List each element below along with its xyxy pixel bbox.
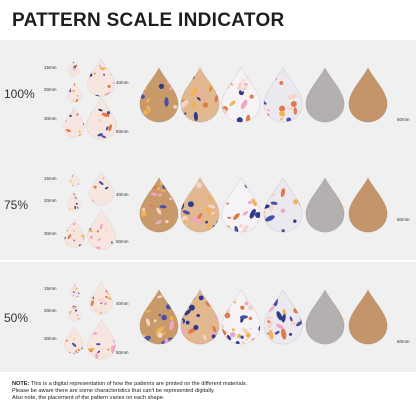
size-label-30mm: 30mm [44,116,57,121]
teardrop-size-sample [86,208,116,249]
teardrop-size-sample [68,171,80,187]
teardrop-material-sample [180,289,220,345]
teardrop-material-sample [305,177,345,233]
size-label-20mm: 20mm [44,198,57,203]
size-label-60mm: 60mm [397,117,410,122]
size-label-50mm: 50mm [116,129,129,134]
note-bold: NOTE: [12,381,30,387]
size-label-50mm: 50mm [116,239,129,244]
teardrop-material-sample [263,177,303,233]
teardrop-material-sample [139,177,179,233]
teardrop-size-sample [85,96,117,140]
footer-note: NOTE: This is a digital representation o… [12,381,407,403]
teardrop-material-sample [263,289,303,345]
size-label-20mm: 20mm [44,308,57,313]
size-label-30mm: 30mm [44,231,57,236]
size-label-50mm: 50mm [116,350,129,355]
teardrop-material-sample [348,67,388,123]
teardrop-size-sample [63,218,85,248]
note-line-2: Please be aware there are some character… [12,388,215,395]
teardrop-material-sample [221,289,261,345]
teardrop-size-sample [87,57,115,97]
size-label-15mm: 15mm [44,286,57,291]
teardrop-material-sample [263,67,303,123]
teardrop-material-sample [139,67,179,123]
note-line-3: Also note, the placement of the pattern … [12,395,165,402]
teardrop-size-sample [68,282,80,298]
teardrop-size-sample [67,192,81,212]
teardrop-material-sample [221,177,261,233]
teardrop-size-sample [63,106,85,138]
scale-label: 50% [4,311,29,325]
teardrop-material-sample [180,177,220,233]
size-label-40mm: 40mm [116,192,129,197]
teardrop-material-sample [305,67,345,123]
size-label-40mm: 40mm [116,80,129,85]
teardrop-size-sample [89,281,113,315]
teardrop-size-sample [66,81,82,103]
teardrop-size-sample [88,170,114,206]
teardrop-size-sample [86,318,116,359]
teardrop-material-sample [348,289,388,345]
scale-label: 100% [4,87,35,101]
teardrop-size-sample [68,59,80,77]
size-label-15mm: 15mm [44,176,57,181]
teardrop-material-sample [180,67,220,123]
teardrop-material-sample [305,289,345,345]
teardrop-material-sample [348,177,388,233]
teardrop-material-sample [139,289,179,345]
note-line-1: This is a digital representation of how … [29,381,248,387]
teardrop-size-sample [67,302,81,321]
teardrop-size-sample [64,326,84,354]
size-label-40mm: 40mm [116,301,129,306]
size-label-20mm: 20mm [44,87,57,92]
size-label-60mm: 60mm [397,217,410,222]
page-title: PATTERN SCALE INDICATOR [12,10,285,31]
scale-label: 75% [4,198,29,212]
teardrop-material-sample [221,67,261,123]
size-label-15mm: 15mm [44,65,57,70]
size-label-60mm: 60mm [397,339,410,344]
size-label-30mm: 30mm [44,336,57,341]
